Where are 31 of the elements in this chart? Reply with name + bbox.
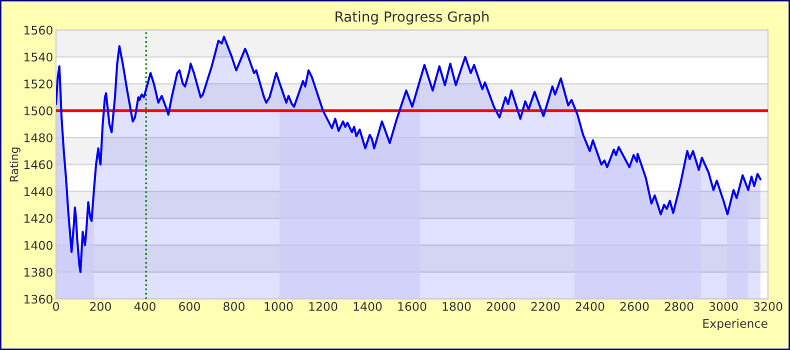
x-tick-label: 2400 bbox=[576, 302, 604, 311]
x-tick-label: 600 bbox=[179, 302, 200, 311]
y-tick-label: 1560 bbox=[24, 26, 52, 35]
y-axis-title: Rating bbox=[10, 148, 20, 182]
y-tick-label: 1460 bbox=[24, 160, 52, 170]
x-tick-label: 1200 bbox=[309, 302, 338, 311]
y-tick-label: 1480 bbox=[24, 133, 52, 142]
y-tick-label: 1540 bbox=[24, 52, 52, 62]
y-tick-label: 1400 bbox=[24, 240, 52, 250]
y-tick-label: 1440 bbox=[24, 187, 52, 196]
x-tick-label: 200 bbox=[90, 302, 111, 311]
x-tick-label: 0 bbox=[53, 302, 59, 311]
y-tick-label: 1420 bbox=[24, 214, 52, 223]
y-tick-label: 1380 bbox=[24, 268, 52, 277]
x-tick-label: 3000 bbox=[709, 302, 738, 311]
y-tick-label: 1500 bbox=[24, 106, 52, 116]
x-tick-label: 400 bbox=[134, 302, 156, 311]
y-tick-label: 1520 bbox=[24, 80, 52, 88]
x-tick-label: 3200 bbox=[754, 302, 782, 311]
x-tick-label: 1800 bbox=[442, 302, 471, 311]
x-tick-label: 2600 bbox=[620, 302, 649, 311]
y-tick-label: 1360 bbox=[24, 294, 52, 304]
x-tick-label: 2800 bbox=[664, 302, 694, 311]
x-tick-label: 2000 bbox=[486, 302, 516, 311]
x-tick-label: 1400 bbox=[354, 302, 382, 311]
x-tick-label: 2200 bbox=[531, 302, 560, 311]
x-axis-title: Experience bbox=[703, 318, 768, 330]
x-tick-label: 1000 bbox=[264, 302, 293, 311]
x-tick-label: 1600 bbox=[398, 302, 426, 311]
chart-title: Rating Progress Graph bbox=[336, 11, 489, 25]
x-tick-label: 800 bbox=[224, 302, 244, 311]
